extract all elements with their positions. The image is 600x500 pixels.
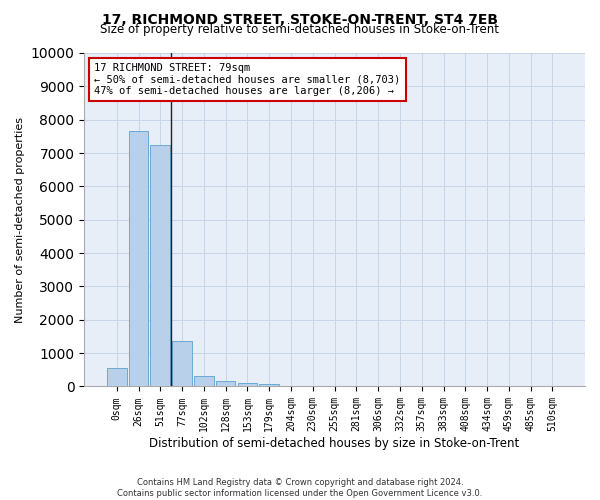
Bar: [238, 383, 257, 386]
Y-axis label: Number of semi-detached properties: Number of semi-detached properties: [15, 116, 25, 322]
Bar: [194, 376, 214, 386]
Text: 17, RICHMOND STREET, STOKE-ON-TRENT, ST4 7EB: 17, RICHMOND STREET, STOKE-ON-TRENT, ST4…: [102, 12, 498, 26]
Bar: [107, 368, 127, 386]
X-axis label: Distribution of semi-detached houses by size in Stoke-on-Trent: Distribution of semi-detached houses by …: [149, 437, 520, 450]
Bar: [172, 342, 192, 386]
Text: Contains HM Land Registry data © Crown copyright and database right 2024.
Contai: Contains HM Land Registry data © Crown c…: [118, 478, 482, 498]
Bar: [259, 384, 279, 386]
Text: Size of property relative to semi-detached houses in Stoke-on-Trent: Size of property relative to semi-detach…: [101, 22, 499, 36]
Text: 17 RICHMOND STREET: 79sqm
← 50% of semi-detached houses are smaller (8,703)
47% : 17 RICHMOND STREET: 79sqm ← 50% of semi-…: [94, 63, 400, 96]
Bar: [216, 382, 235, 386]
Bar: [151, 144, 170, 386]
Bar: [129, 132, 148, 386]
